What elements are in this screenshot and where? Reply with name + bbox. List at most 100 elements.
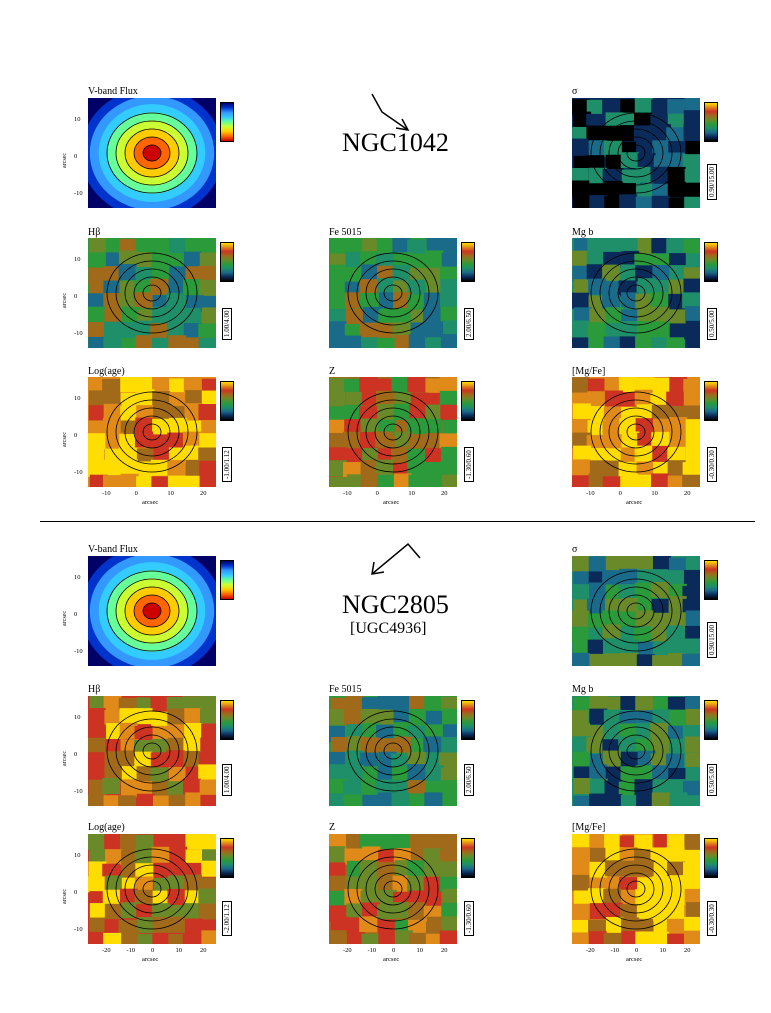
map-hbeta — [88, 696, 216, 806]
panel-title-sigma: σ — [572, 86, 578, 97]
x-tick-label: -20 — [102, 947, 111, 954]
y-axis-label: arcsec — [62, 611, 68, 626]
colorbar-age — [220, 838, 234, 878]
colorbar-mgfe — [704, 381, 718, 421]
x-tick-label: 10 — [175, 947, 183, 954]
y-tick-label: 10 — [74, 395, 81, 402]
colorbar-range-sigma: 0.90/15.00 — [707, 164, 717, 200]
colorbar-range-mgfe: -0.30/0.30 — [707, 901, 717, 936]
x-tick-label: 10 — [416, 947, 424, 954]
y-tick-label: 0 — [74, 751, 78, 758]
colorbar-hbeta — [220, 700, 234, 740]
colorbar-range-hbeta: 1.00/4.00 — [222, 763, 232, 796]
y-tick-label: 0 — [74, 432, 78, 439]
colorbar-sigma — [704, 560, 718, 600]
y-tick-label: 0 — [74, 611, 78, 618]
galaxy-name: NGC2805 — [342, 590, 449, 619]
map-mgfe — [572, 377, 700, 487]
x-tick-label: -10 — [367, 947, 377, 954]
x-tick-label: -10 — [343, 490, 352, 497]
colorbar-range-z: -1.30/0.60 — [464, 901, 474, 936]
panel-title-flux: V-band Flux — [88, 544, 138, 555]
colorbar-fe — [461, 700, 475, 740]
colorbar-range-mgfe: -0.30/0.30 — [707, 447, 717, 482]
map-z — [329, 377, 457, 487]
galaxy-name: NGC1042 — [342, 128, 449, 157]
panel-title-mgb: Mg b — [572, 227, 594, 238]
y-tick-label: 10 — [74, 256, 81, 263]
map-age — [88, 377, 216, 487]
x-tick-label: 0 — [618, 490, 622, 497]
x-tick-label: 10 — [659, 947, 667, 954]
map-fe — [329, 696, 457, 806]
y-tick-label: 0 — [74, 153, 78, 160]
x-tick-label: -10 — [610, 947, 620, 954]
map-hbeta — [88, 238, 216, 348]
colorbar-age — [220, 381, 234, 421]
orientation-arrow-icon — [371, 93, 410, 131]
map-z — [329, 834, 457, 944]
y-tick-label: -10 — [74, 190, 83, 197]
map-mgb — [572, 238, 700, 348]
map-age — [88, 834, 216, 944]
y-tick-label: -10 — [74, 648, 83, 655]
x-tick-label: -10 — [586, 490, 595, 497]
x-tick-label: 20 — [200, 490, 207, 497]
y-axis-label: arcsec — [62, 432, 68, 447]
colorbar-sigma — [704, 102, 718, 142]
map-flux — [88, 98, 216, 208]
x-tick-label: 20 — [441, 490, 448, 497]
x-tick-label: 20 — [441, 947, 448, 954]
colorbar-flux — [220, 102, 234, 142]
panel-title-fe5015: Fe 5015 — [329, 684, 362, 695]
map-mgb — [572, 696, 700, 806]
colorbar-flux — [220, 560, 234, 600]
x-tick-label: 10 — [167, 490, 174, 497]
colorbar-range-fe5015: 2.00/6.50 — [464, 763, 474, 796]
colorbar-range-age: -2.00/1.12 — [222, 901, 232, 936]
colorbar-range-sigma: 0.90/15.00 — [707, 622, 717, 658]
x-tick-label: 0 — [635, 947, 639, 954]
panel-title-mgb: Mg b — [572, 684, 594, 695]
colorbar-fe — [461, 242, 475, 282]
x-tick-label: 10 — [651, 490, 658, 497]
x-axis-label: arcsec — [626, 499, 643, 506]
colorbar-range-mgb: 0.50/5.00 — [707, 307, 717, 340]
map-sigma — [572, 98, 700, 208]
y-tick-label: -10 — [74, 330, 83, 337]
x-tick-label: -10 — [126, 947, 136, 954]
y-axis-label: arcsec — [62, 889, 68, 904]
galaxy-alt-name: [UGC4936] — [350, 620, 427, 637]
x-axis-label: arcsec — [383, 499, 400, 506]
colorbar-range-age: -1.00/1.12 — [222, 447, 232, 482]
y-tick-label: -10 — [74, 469, 83, 476]
y-tick-label: 10 — [74, 116, 81, 123]
panel-title-mgfe: [Mg/Fe] — [572, 366, 606, 377]
x-tick-label: 20 — [684, 490, 691, 497]
colorbar-hbeta — [220, 242, 234, 282]
colorbar-mgb — [704, 242, 718, 282]
section-divider — [40, 521, 755, 522]
x-tick-label: 20 — [684, 947, 691, 954]
x-axis-label: arcsec — [383, 956, 400, 963]
x-tick-label: -20 — [586, 947, 595, 954]
orientation-arrow-icon — [371, 542, 421, 575]
panel-title-fe5015: Fe 5015 — [329, 227, 362, 238]
colorbar-mgb — [704, 700, 718, 740]
map-sigma — [572, 556, 700, 666]
panel-title-flux: V-band Flux — [88, 86, 138, 97]
x-tick-label: 10 — [408, 490, 415, 497]
x-tick-label: -10 — [102, 490, 111, 497]
map-mgfe — [572, 834, 700, 944]
colorbar-z — [461, 381, 475, 421]
x-axis-label: arcsec — [142, 499, 159, 506]
y-tick-label: 0 — [74, 293, 78, 300]
panel-title-mgfe: [Mg/Fe] — [572, 822, 606, 833]
panel-title-z: Z — [329, 366, 336, 377]
colorbar-range-fe5015: 2.00/6.50 — [464, 307, 474, 340]
y-tick-label: -10 — [74, 788, 83, 795]
y-axis-label: arcsec — [62, 293, 68, 308]
colorbar-mgfe — [704, 838, 718, 878]
y-tick-label: 0 — [74, 889, 78, 896]
panel-title-sigma: σ — [572, 544, 578, 555]
